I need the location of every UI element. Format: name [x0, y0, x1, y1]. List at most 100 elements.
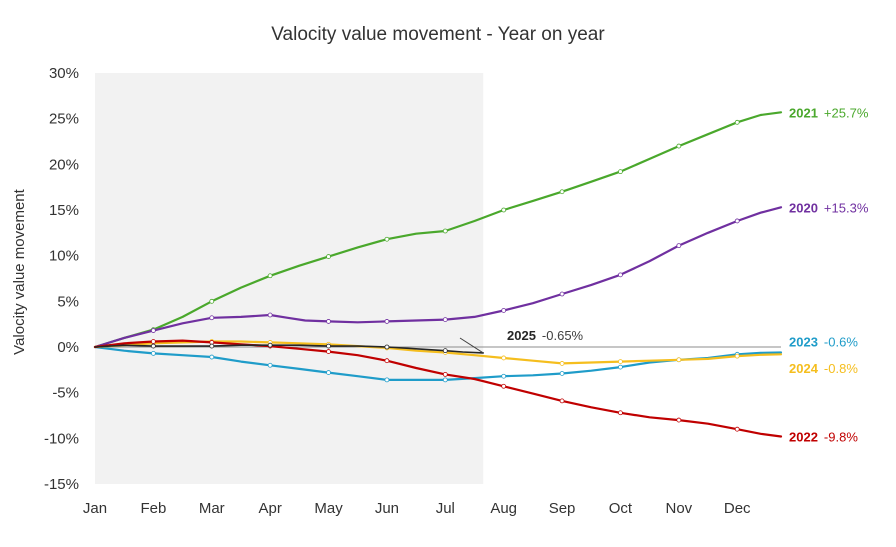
y-axis-label: Valocity value movement [11, 188, 28, 354]
series-point-2022 [326, 349, 331, 354]
x-tick-label: May [314, 500, 343, 517]
series-point-2022 [559, 398, 565, 404]
chart-title: Valocity value movement - Year on year [271, 24, 605, 45]
series-point-2020 [501, 308, 507, 313]
series-point-2020 [267, 312, 273, 318]
series-point-2025 [326, 343, 331, 349]
series-point-2020 [150, 328, 156, 333]
series-point-2025 [442, 348, 448, 354]
series-point-2020 [384, 319, 390, 324]
y-tick-label: 10% [49, 248, 79, 265]
series-group [93, 111, 783, 438]
x-tick-label: Sep [549, 500, 576, 517]
end-label-year: 2022 [789, 430, 818, 445]
end-labels: 2021 +25.7%2020 +15.3%2023 -0.6%2024 -0.8%20… [459, 105, 869, 445]
x-tick-label: Apr [258, 500, 281, 517]
series-line-2025 [94, 344, 484, 354]
series-point-2021 [384, 236, 390, 242]
end-label-2025: 2025 -0.65% [507, 328, 584, 343]
end-label-2022: 2022 -9.8% [789, 430, 858, 445]
end-label-2024: 2024 -0.8% [789, 361, 858, 376]
series-point-2022 [501, 383, 507, 389]
x-tick-label: Jul [436, 500, 455, 517]
series-point-2025 [150, 343, 156, 349]
series-point-2023 [618, 364, 623, 370]
series-point-2021 [326, 254, 331, 259]
y-tick-label: 25% [49, 111, 79, 128]
series-point-2021 [618, 169, 623, 175]
x-tick-label: Jun [375, 500, 399, 517]
x-tick-label: Feb [140, 500, 166, 517]
x-tick-label: Mar [199, 500, 225, 517]
series-point-2020 [618, 272, 623, 278]
x-tick-label: Oct [609, 500, 633, 517]
series-point-2023 [209, 354, 215, 360]
end-label-year: 2025 [507, 328, 536, 343]
y-tick-label: 15% [49, 202, 79, 219]
end-label-2021: 2021 +25.7% [789, 105, 869, 120]
end-label-year: 2020 [789, 200, 818, 215]
label-leader-2025 [459, 337, 484, 354]
y-axis: 30% 25% 20% 15% 10% 5% 0% -5% -10% -15% [44, 65, 79, 493]
series-point-2020 [442, 317, 448, 323]
y-tick-label: -10% [44, 430, 79, 447]
end-label-year: 2021 [789, 105, 818, 120]
end-label-2020: 2020 +15.3% [789, 200, 869, 215]
series-point-2021 [734, 119, 740, 125]
series-point-2024 [559, 361, 565, 366]
series-point-2025 [267, 342, 273, 348]
series-point-2021 [676, 143, 682, 149]
series-line-2020 [93, 206, 783, 349]
y-tick-label: 30% [49, 65, 79, 82]
series-point-2022 [442, 371, 448, 377]
series-point-2020 [559, 291, 565, 297]
end-label-2023: 2023 -0.6% [789, 335, 858, 350]
end-label-year: 2023 [789, 335, 818, 350]
series-point-2021 [267, 273, 273, 279]
series-point-2021 [209, 298, 215, 304]
end-label-year: 2024 [789, 361, 819, 376]
series-point-2025 [209, 343, 215, 349]
series-point-2022 [618, 410, 623, 416]
series-point-2020 [326, 319, 331, 324]
end-label-value: -0.65% [542, 328, 584, 343]
end-label-value: -0.8% [824, 361, 858, 376]
x-axis: Jan Feb Mar Apr May Jun Jul Aug Sep Oct Nov Dec [83, 500, 751, 517]
series-point-2023 [384, 377, 390, 383]
series-point-2024 [734, 353, 740, 359]
y-tick-label: 5% [57, 293, 79, 310]
series-point-2023 [501, 373, 507, 379]
series-point-2022 [150, 339, 156, 344]
end-label-value: -9.8% [824, 430, 858, 445]
end-label-value: +15.3% [824, 200, 869, 215]
series-point-2023 [267, 362, 273, 368]
y-tick-label: -5% [52, 385, 79, 402]
x-tick-label: Aug [490, 500, 517, 517]
series-point-2024 [618, 359, 623, 365]
series-point-2023 [326, 370, 331, 375]
end-label-value: +25.7% [824, 105, 869, 120]
x-tick-label: Dec [724, 500, 751, 517]
y-tick-label: -15% [44, 476, 79, 493]
series-point-2022 [734, 426, 740, 432]
series-point-2025 [384, 344, 390, 350]
series-point-2020 [676, 243, 682, 249]
end-label-value: -0.6% [824, 335, 858, 350]
highlight-region [95, 73, 484, 484]
series-point-2021 [501, 207, 507, 213]
series-point-2022 [676, 417, 682, 423]
series-point-2020 [209, 315, 215, 321]
series-point-2022 [384, 358, 390, 364]
y-tick-label: 20% [49, 156, 79, 173]
series-point-2024 [501, 355, 507, 361]
x-tick-label: Jan [83, 500, 107, 517]
x-tick-label: Nov [665, 500, 692, 517]
series-point-2020 [734, 218, 740, 224]
series-point-2024 [676, 357, 682, 363]
series-point-2023 [150, 350, 156, 356]
y-tick-label: 0% [57, 339, 79, 356]
series-point-2023 [559, 371, 565, 376]
series-point-2021 [559, 189, 565, 195]
series-point-2023 [442, 377, 448, 383]
